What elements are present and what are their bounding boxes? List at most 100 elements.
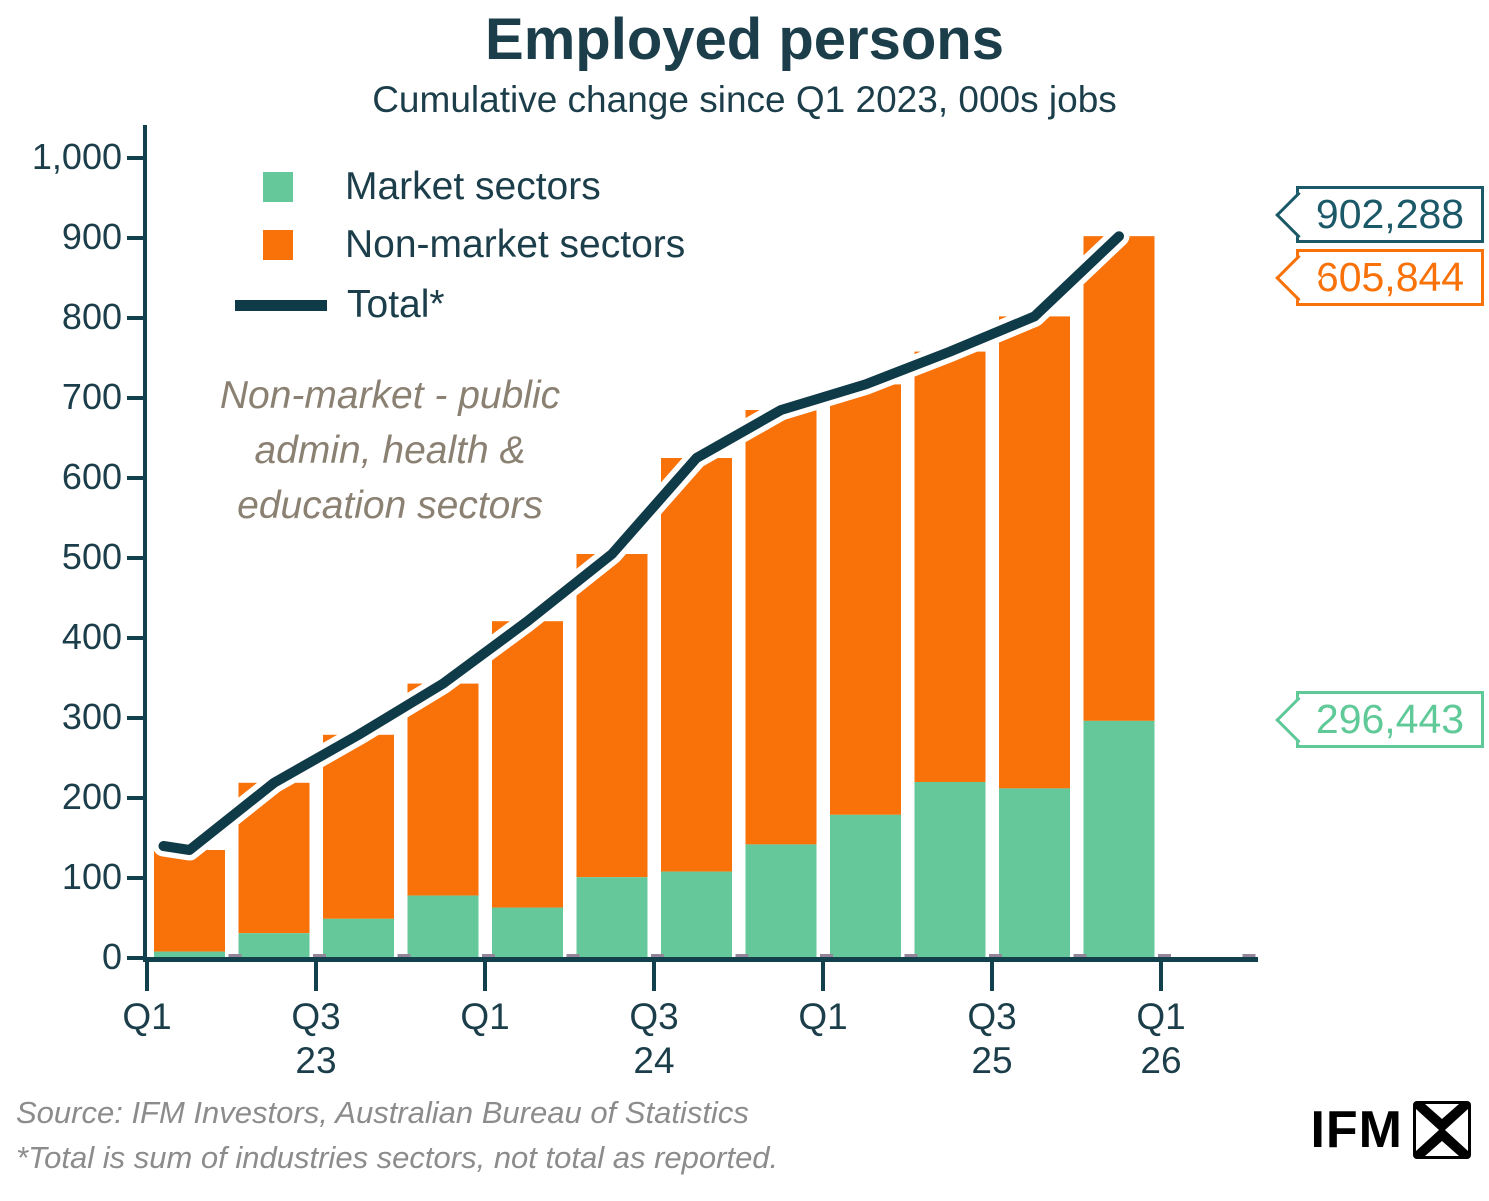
bar-segment-market	[238, 933, 310, 959]
y-axis-label: 500	[61, 536, 122, 577]
x-axis-quarter-label: Q3	[291, 996, 341, 1037]
x-axis-quarter-label: Q1	[460, 996, 510, 1037]
annotation-non-market: Non-market - public admin, health & educ…	[175, 368, 605, 533]
y-tick	[127, 796, 143, 800]
bar-segment-market	[661, 871, 732, 959]
x-axis-quarter-label: Q3	[629, 996, 679, 1037]
x-tick	[145, 961, 149, 991]
baseline-dash	[651, 954, 664, 958]
page-title: Employed persons	[485, 7, 1004, 72]
bar-segment-non-market	[576, 554, 648, 878]
ifm-logo: IFM	[1310, 1100, 1471, 1160]
bar-segment-non-market	[407, 683, 479, 896]
bar-segment-non-market	[492, 621, 563, 908]
bar-segment-market	[745, 844, 817, 959]
legend-label: Non-market sectors	[345, 223, 686, 266]
y-tick	[127, 236, 143, 240]
legend-label: Total*	[347, 283, 445, 326]
y-tick	[127, 716, 143, 720]
baseline-dash	[1158, 954, 1171, 958]
bar-segment-market	[154, 951, 225, 959]
y-axis-label: 400	[61, 616, 122, 657]
legend-item-total: Total*	[235, 283, 445, 327]
y-tick	[127, 636, 143, 640]
annotation-line: education sectors	[237, 484, 543, 527]
bar-segment-non-market	[745, 410, 817, 845]
y-tick	[127, 316, 143, 320]
bar-segment-market	[492, 907, 563, 959]
x-tick	[652, 961, 656, 991]
x-axis-year-label: 24	[633, 1040, 675, 1081]
bar-segment-market	[914, 782, 986, 959]
bar-segment-market	[830, 814, 901, 959]
bar-segment-market	[576, 877, 648, 959]
baseline-dash	[735, 954, 749, 958]
callout-total: 902,288	[1296, 186, 1484, 243]
x-axis-year-label: 25	[971, 1040, 1013, 1081]
ifm-logo-mark-icon	[1413, 1101, 1471, 1159]
bar-segment-non-market	[830, 384, 901, 815]
bar-segment-market	[1083, 720, 1155, 959]
non-market-swatch-icon	[263, 230, 293, 260]
x-tick	[314, 961, 318, 991]
baseline-dash	[989, 954, 1002, 958]
bar-segment-market	[323, 918, 394, 959]
bar-segment-non-market	[999, 316, 1070, 789]
bar-segment-non-market	[1083, 236, 1155, 721]
x-tick	[821, 961, 825, 991]
legend-label: Market sectors	[345, 165, 601, 208]
bar-segment-non-market	[323, 734, 394, 919]
y-tick	[127, 956, 143, 960]
y-axis-label: 200	[61, 776, 122, 817]
baseline-dash	[397, 954, 411, 958]
y-axis-label: 600	[61, 456, 122, 497]
legend-item-non-market: Non-market sectors	[263, 223, 685, 267]
total-line	[158, 231, 1124, 855]
legend-item-market: Market sectors	[263, 165, 601, 209]
x-axis-quarter-label: Q1	[122, 996, 172, 1037]
bar-segment-market	[407, 895, 479, 959]
x-axis-year-label: 26	[1140, 1040, 1182, 1081]
x-axis-quarter-label: Q1	[1136, 996, 1186, 1037]
x-axis-quarter-label: Q1	[798, 996, 848, 1037]
total-line-swatch-icon	[235, 299, 327, 311]
market-swatch-icon	[263, 172, 293, 202]
y-tick	[127, 476, 143, 480]
source-text: Source: IFM Investors, Australian Bureau…	[16, 1095, 749, 1130]
y-tick	[127, 556, 143, 560]
page-subtitle: Cumulative change since Q1 2023, 000s jo…	[372, 79, 1117, 120]
baseline-dash	[1073, 954, 1087, 958]
callout-non-market: 605,844	[1296, 249, 1484, 306]
baseline-dash	[228, 954, 242, 958]
bar-segment-non-market	[661, 458, 732, 872]
y-axis-label: 1,000	[31, 136, 122, 177]
y-axis-label: 900	[61, 216, 122, 257]
x-tick	[483, 961, 487, 991]
x-tick	[1159, 961, 1163, 991]
y-tick	[127, 156, 143, 160]
bar-segment-market	[999, 788, 1070, 959]
annotation-line: Non-market - public	[219, 374, 561, 417]
x-axis-year-label: 23	[295, 1040, 337, 1081]
baseline-dash	[482, 954, 495, 958]
y-tick	[127, 876, 143, 880]
callout-market-value: 296,443	[1315, 696, 1465, 742]
annotation-line: admin, health &	[254, 429, 526, 472]
x-axis-line	[143, 957, 1258, 962]
y-axis-line	[143, 125, 147, 962]
footnote-text: *Total is sum of industries sectors, not…	[16, 1140, 779, 1175]
baseline-dash	[1242, 954, 1256, 958]
x-tick	[990, 961, 994, 991]
x-axis-quarter-label: Q3	[967, 996, 1017, 1037]
y-axis-label: 800	[61, 296, 122, 337]
baseline-dash	[566, 954, 580, 958]
callout-non-market-value: 605,844	[1315, 254, 1465, 300]
y-axis-label: 0	[101, 936, 122, 977]
y-axis-label: 100	[61, 856, 122, 897]
y-axis-label: 300	[61, 696, 122, 737]
bar-segment-non-market	[914, 351, 986, 782]
baseline-dash	[313, 954, 326, 958]
ifm-logo-text: IFM	[1310, 1101, 1403, 1159]
